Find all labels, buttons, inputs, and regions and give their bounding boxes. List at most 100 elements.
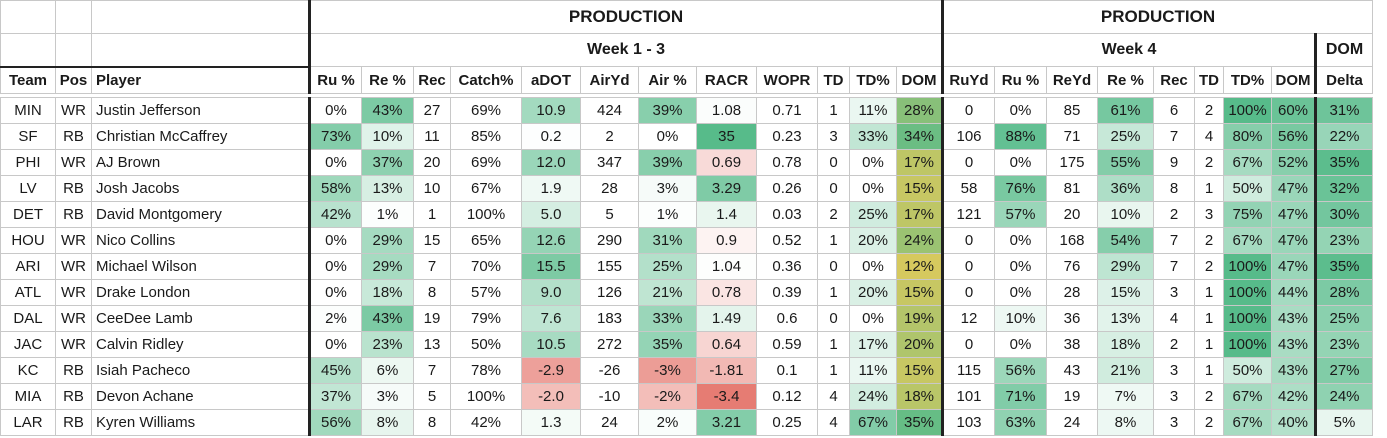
week4-td-cell: 2 [1194, 383, 1224, 410]
dom-cell: 18% [896, 383, 943, 410]
team-cell: SF [0, 123, 56, 150]
week4-ru-yards-cell: 0 [941, 97, 995, 124]
td-cell: 1 [817, 279, 850, 306]
adot-cell: 7.6 [521, 305, 581, 332]
week4-rec-cell: 7 [1153, 123, 1195, 150]
week4-re-yards-cell: 19 [1046, 383, 1098, 410]
week4-re-pct-cell: 10% [1097, 201, 1154, 228]
dom-cell: 15% [896, 279, 943, 306]
wopr-cell: 0.25 [756, 409, 818, 436]
adot-cell: 9.0 [521, 279, 581, 306]
pos-cell: WR [55, 227, 92, 254]
week4-rec-cell: 2 [1153, 331, 1195, 358]
blank-cell [0, 0, 56, 34]
column-header: TD [817, 66, 850, 94]
racr-cell: 0.9 [696, 227, 757, 254]
player-name-cell: Calvin Ridley [91, 331, 311, 358]
air-pct-cell: 21% [638, 279, 697, 306]
week4-td-pct-cell: 100% [1223, 279, 1272, 306]
catch-pct-cell: 50% [450, 331, 522, 358]
dom-delta-cell: 24% [1314, 383, 1373, 410]
td-cell: 0 [817, 305, 850, 332]
player-name-cell: Nico Collins [91, 227, 311, 254]
dom-delta-cell: 31% [1314, 97, 1373, 124]
racr-cell: 1.08 [696, 97, 757, 124]
rec-cell: 1 [413, 201, 451, 228]
wopr-cell: 0.23 [756, 123, 818, 150]
week4-dom-cell: 44% [1271, 279, 1316, 306]
air-yards-cell: 183 [580, 305, 639, 332]
rec-cell: 8 [413, 409, 451, 436]
pos-cell: RB [55, 409, 92, 436]
catch-pct-cell: 69% [450, 149, 522, 176]
week4-ru-yards-cell: 121 [941, 201, 995, 228]
table-row: LV RB Josh Jacobs 58% 13% 10 67% 1.9 28 3% 3.29 0.2… [0, 175, 1373, 202]
catch-pct-cell: 78% [450, 357, 522, 384]
dom-delta-header-bottom: Delta [1314, 66, 1373, 94]
ru-pct-cell: 73% [308, 123, 362, 150]
week4-re-pct-cell: 25% [1097, 123, 1154, 150]
air-pct-cell: 3% [638, 175, 697, 202]
week4-rec-cell: 9 [1153, 149, 1195, 176]
pos-cell: WR [55, 253, 92, 280]
racr-cell: 35 [696, 123, 757, 150]
week4-td-cell: 1 [1194, 175, 1224, 202]
team-cell: HOU [0, 227, 56, 254]
blank-cell [91, 33, 311, 68]
air-pct-cell: 0% [638, 123, 697, 150]
week4-dom-cell: 47% [1271, 201, 1316, 228]
player-name-cell: Michael Wilson [91, 253, 311, 280]
rec-cell: 11 [413, 123, 451, 150]
td-cell: 3 [817, 123, 850, 150]
adot-cell: 15.5 [521, 253, 581, 280]
week4-rec-cell: 6 [1153, 97, 1195, 124]
rec-cell: 7 [413, 357, 451, 384]
week4-re-pct-cell: 54% [1097, 227, 1154, 254]
dom-cell: 35% [896, 409, 943, 436]
week4-td-pct-cell: 100% [1223, 305, 1272, 332]
week4-ru-yards-cell: 12 [941, 305, 995, 332]
table-row: SF RB Christian McCaffrey 73% 10% 11 85% 0.2 2 0%… [0, 123, 1373, 150]
re-pct-cell: 23% [361, 331, 414, 358]
td-pct-cell: 67% [849, 409, 897, 436]
td-pct-cell: 0% [849, 305, 897, 332]
air-yards-cell: 155 [580, 253, 639, 280]
dom-cell: 20% [896, 331, 943, 358]
team-cell: LV [0, 175, 56, 202]
week4-rec-cell: 3 [1153, 383, 1195, 410]
re-pct-cell: 10% [361, 123, 414, 150]
air-yards-cell: 24 [580, 409, 639, 436]
week4-re-yards-cell: 28 [1046, 279, 1098, 306]
week4-ru-yards-cell: 0 [941, 279, 995, 306]
table-row: HOU WR Nico Collins 0% 29% 15 65% 12.6 290 31% 0.9… [0, 227, 1373, 254]
week4-ru-pct-cell: 0% [994, 149, 1047, 176]
player-name-cell: Devon Achane [91, 383, 311, 410]
week4-re-pct-cell: 7% [1097, 383, 1154, 410]
table-row: KC RB Isiah Pacheco 45% 6% 7 78% -2.9 -26 -3% -1.8… [0, 357, 1373, 384]
player-name-cell: Christian McCaffrey [91, 123, 311, 150]
week4-rec-cell: 8 [1153, 175, 1195, 202]
week4-ru-pct-cell: 57% [994, 201, 1047, 228]
catch-pct-cell: 100% [450, 383, 522, 410]
week4-rec-cell: 3 [1153, 357, 1195, 384]
td-cell: 0 [817, 149, 850, 176]
column-header: Rec [1153, 66, 1195, 94]
week4-ru-pct-cell: 0% [994, 253, 1047, 280]
td-pct-cell: 11% [849, 97, 897, 124]
air-pct-cell: -2% [638, 383, 697, 410]
week4-re-pct-cell: 61% [1097, 97, 1154, 124]
rec-cell: 19 [413, 305, 451, 332]
team-cell: JAC [0, 331, 56, 358]
week4-td-cell: 2 [1194, 149, 1224, 176]
week4-re-yards-cell: 71 [1046, 123, 1098, 150]
week4-ru-yards-cell: 106 [941, 123, 995, 150]
week4-re-yards-cell: 175 [1046, 149, 1098, 176]
column-header: TD [1194, 66, 1224, 94]
week4-td-cell: 2 [1194, 227, 1224, 254]
pos-cell: RB [55, 383, 92, 410]
ru-pct-cell: 2% [308, 305, 362, 332]
dom-cell: 24% [896, 227, 943, 254]
ru-pct-cell: 0% [308, 97, 362, 124]
adot-cell: 1.9 [521, 175, 581, 202]
column-header: Team [0, 66, 56, 94]
